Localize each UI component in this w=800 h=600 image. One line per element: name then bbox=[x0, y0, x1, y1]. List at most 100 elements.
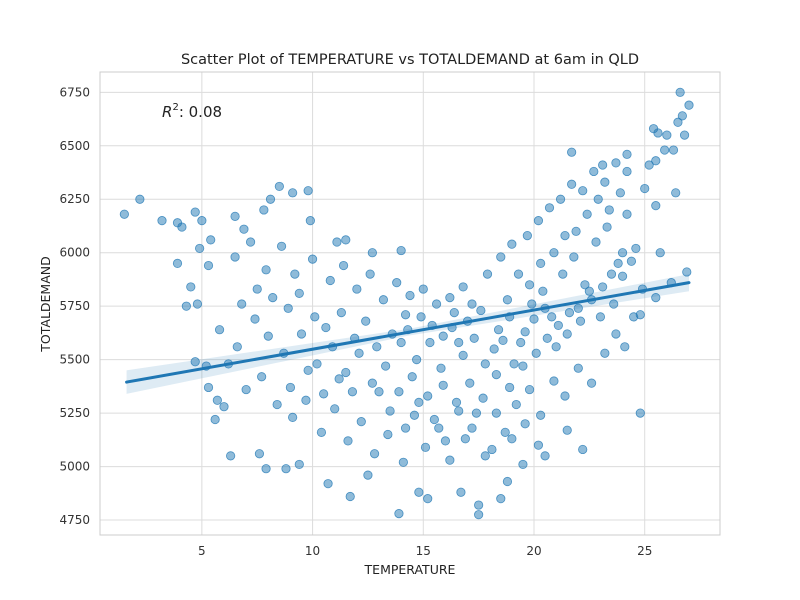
scatter-point bbox=[445, 455, 455, 465]
scatter-point bbox=[369, 449, 380, 459]
scatter-point bbox=[562, 425, 572, 435]
scatter-point bbox=[677, 111, 687, 121]
y-tick-label: 5000 bbox=[59, 460, 90, 474]
scatter-point bbox=[423, 494, 433, 504]
chart-title: Scatter Plot of TEMPERATURE vs TOTALDEMA… bbox=[181, 52, 639, 68]
scatter-point bbox=[584, 286, 594, 296]
scatter-point bbox=[290, 269, 300, 279]
scatter-point bbox=[474, 510, 484, 520]
scatter-point bbox=[580, 280, 590, 290]
scatter-point bbox=[135, 194, 145, 204]
scatter-point bbox=[192, 299, 203, 309]
scatter-point bbox=[544, 203, 555, 213]
scatter-point bbox=[177, 222, 187, 232]
scatter-point bbox=[219, 402, 229, 412]
scatter-point bbox=[560, 231, 570, 241]
scatter-point bbox=[119, 209, 129, 219]
scatter-point bbox=[330, 404, 340, 414]
scatter-point bbox=[347, 387, 358, 397]
scatter-point bbox=[511, 399, 521, 410]
scatter-point bbox=[465, 378, 475, 388]
scatter-point bbox=[341, 235, 351, 245]
scatter-point bbox=[367, 378, 377, 388]
y-tick-label: 6250 bbox=[59, 192, 90, 206]
scatter-point bbox=[325, 275, 335, 286]
scatter-point bbox=[615, 188, 625, 198]
scatter-point bbox=[288, 412, 298, 422]
scatter-point bbox=[640, 183, 650, 194]
scatter-point bbox=[367, 248, 377, 258]
scatter-point bbox=[651, 293, 661, 303]
scatter-point bbox=[336, 307, 346, 318]
y-tick-label: 4750 bbox=[59, 513, 90, 527]
scatter-point bbox=[498, 335, 508, 345]
scatter-point bbox=[586, 378, 597, 388]
scatter-point bbox=[651, 201, 661, 211]
scatter-point bbox=[611, 158, 621, 168]
r-squared-annotation: R2: 0.08 bbox=[162, 102, 222, 121]
scatter-point bbox=[524, 384, 535, 395]
scatter-point bbox=[502, 295, 513, 305]
scatter-point bbox=[487, 444, 497, 455]
scatter-point bbox=[540, 451, 550, 461]
scatter-point bbox=[480, 359, 490, 369]
y-tick-labels: 4750 5000 5250 5500 5750 6000 6250 6500 6750 bbox=[59, 85, 90, 527]
scatter-point bbox=[356, 417, 366, 427]
scatter-point bbox=[212, 395, 222, 405]
r-squared-symbol: R bbox=[162, 103, 172, 121]
scatter-point bbox=[319, 389, 329, 399]
scatter-point bbox=[578, 444, 588, 455]
scatter-point bbox=[679, 130, 690, 140]
scatter-point bbox=[460, 434, 470, 444]
scatter-point bbox=[274, 181, 284, 192]
scatter-point bbox=[372, 342, 382, 352]
regression-line bbox=[125, 281, 691, 384]
scatter-point bbox=[310, 312, 320, 322]
scatter-point bbox=[338, 260, 349, 271]
x-tick-label: 10 bbox=[305, 544, 320, 558]
scatter-point bbox=[186, 282, 196, 292]
scatter-point bbox=[626, 256, 637, 266]
scatter-point bbox=[365, 269, 375, 279]
r-squared-value: : 0.08 bbox=[179, 103, 222, 121]
scatter-point bbox=[281, 464, 291, 474]
scatter-point bbox=[394, 509, 404, 519]
scatter-point bbox=[520, 419, 530, 429]
y-axis-label: TOTALDEMAND bbox=[38, 256, 53, 353]
scatter-point bbox=[157, 216, 167, 226]
scatter-point bbox=[564, 307, 575, 318]
scatter-point bbox=[392, 278, 402, 288]
scatter-point bbox=[206, 235, 216, 245]
scatter-point bbox=[197, 216, 207, 226]
scatter-point bbox=[458, 350, 468, 360]
scatter-point bbox=[405, 290, 415, 301]
scatter-point bbox=[591, 237, 601, 247]
scatter-point bbox=[476, 305, 486, 316]
x-tick-label: 15 bbox=[416, 544, 431, 558]
x-tick-label: 20 bbox=[526, 544, 541, 558]
y-tick-label: 6500 bbox=[59, 139, 90, 153]
scatter-point bbox=[533, 440, 544, 450]
scatter-point bbox=[631, 243, 641, 254]
y-tick-label: 5500 bbox=[59, 353, 90, 367]
scatter-point bbox=[265, 194, 276, 204]
scatter-point bbox=[660, 145, 670, 155]
scatter-point bbox=[531, 348, 541, 358]
x-axis-label: TEMPERATURE bbox=[364, 562, 456, 577]
scatter-point bbox=[412, 355, 422, 365]
scatter-point bbox=[303, 365, 313, 375]
scatter-point bbox=[254, 449, 265, 459]
scatter-point bbox=[241, 384, 251, 395]
scatter-point bbox=[361, 316, 371, 326]
scatter-point bbox=[593, 194, 603, 204]
scatter-point bbox=[553, 320, 563, 331]
scatter-point bbox=[321, 322, 331, 333]
scatter-point bbox=[606, 269, 617, 279]
scatter-point bbox=[578, 186, 588, 196]
scatter-point bbox=[414, 397, 424, 408]
scatter-point bbox=[651, 156, 661, 166]
scatter-point bbox=[571, 226, 581, 236]
scatter-point bbox=[307, 254, 318, 264]
scatter-point bbox=[381, 361, 391, 371]
x-tick-labels: 5 10 15 20 25 bbox=[198, 544, 652, 558]
